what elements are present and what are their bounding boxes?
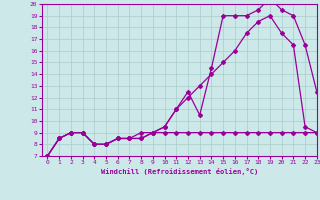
X-axis label: Windchill (Refroidissement éolien,°C): Windchill (Refroidissement éolien,°C) [100,168,258,175]
